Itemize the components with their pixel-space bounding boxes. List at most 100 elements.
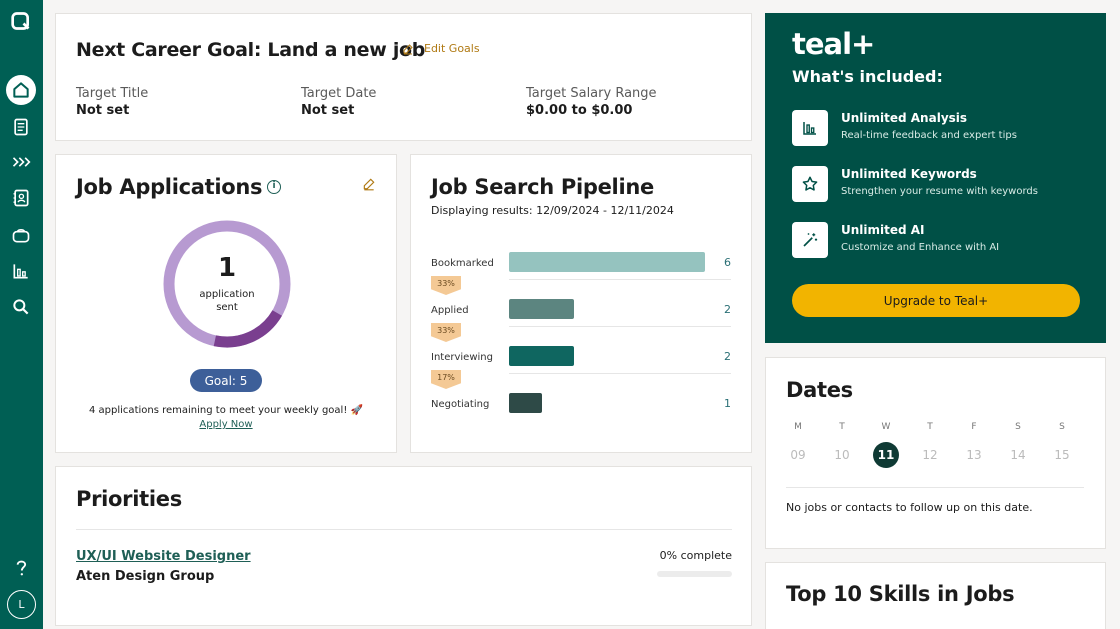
weekday-label: W: [881, 422, 891, 432]
feature-subtitle: Strengthen your resume with keywords: [841, 186, 1038, 197]
magic-wand-icon: [792, 222, 828, 258]
pipeline-divider: [509, 373, 731, 374]
target-date: Target Date Not set: [301, 86, 376, 118]
bar-chart-icon: [792, 110, 828, 146]
applications-donut: [163, 220, 291, 348]
feature-title: Unlimited Analysis: [841, 111, 968, 125]
teal-plus-card: teal+ What's included: Unlimited Analysi…: [765, 13, 1106, 343]
weekday-label: M: [794, 422, 802, 432]
help-icon[interactable]: [8, 555, 34, 581]
applications-count: 1: [217, 253, 237, 283]
teal-logo-text: teal: [792, 27, 852, 61]
calendar-day[interactable]: 15: [1054, 448, 1070, 462]
edit-goals-label: Edit Goals: [424, 42, 480, 55]
calendar-day[interactable]: 11: [873, 442, 899, 468]
pencil-icon: [403, 43, 413, 54]
sidebar: L: [0, 0, 43, 629]
pipeline-stage-label: Interviewing: [431, 352, 493, 363]
target-salary-value: $0.00 to $0.00: [526, 103, 633, 118]
priority-company: Aten Design Group: [76, 569, 215, 584]
conversion-badge: 17%: [431, 370, 461, 389]
divider: [76, 529, 732, 530]
info-icon[interactable]: i: [267, 180, 281, 194]
priority-progress-bar: [657, 571, 732, 577]
pipeline-divider: [509, 326, 731, 327]
search-icon[interactable]: [8, 294, 34, 320]
pipeline-title: Job Search Pipeline: [431, 175, 654, 199]
pipeline-count: 2: [724, 303, 731, 316]
goal-title: Next Career Goal: Land a new job: [76, 39, 426, 61]
pipeline-bar[interactable]: [509, 252, 705, 272]
calendar-day[interactable]: 14: [1010, 448, 1026, 462]
pipeline-count: 6: [724, 256, 731, 269]
count-label-line1: application: [199, 289, 255, 300]
apply-now-link[interactable]: Apply Now: [56, 419, 396, 430]
target-title-value: Not set: [76, 103, 130, 118]
pipeline-bar[interactable]: [509, 346, 574, 366]
pipeline-stage-label: Negotiating: [431, 399, 490, 410]
dates-empty-message: No jobs or contacts to follow up on this…: [786, 501, 1033, 514]
job-applications-title: Job Applications: [76, 175, 263, 199]
job-applications-card: Job Applications i 1 application sent Go…: [55, 154, 397, 453]
pipeline-bar[interactable]: [509, 393, 542, 413]
target-salary-label: Target Salary Range: [526, 86, 657, 101]
teal-plus-logo: teal+: [792, 27, 875, 61]
skills-card: Top 10 Skills in Jobs: [765, 562, 1106, 629]
chevrons-icon[interactable]: [8, 149, 34, 175]
remaining-text: 4 applications remaining to meet your we…: [89, 405, 363, 416]
included-heading: What's included:: [792, 67, 943, 86]
priority-job-link[interactable]: UX/UI Website Designer: [76, 549, 251, 564]
avatar[interactable]: L: [7, 590, 36, 619]
applications-count-label: application sent: [160, 288, 294, 314]
feature-title: Unlimited AI: [841, 223, 925, 237]
target-title: Target Title Not set: [76, 86, 148, 118]
upgrade-button[interactable]: Upgrade to Teal+: [792, 284, 1080, 317]
target-salary: Target Salary Range $0.00 to $0.00: [526, 86, 657, 118]
pipeline-bar[interactable]: [509, 299, 574, 319]
priorities-title: Priorities: [76, 487, 182, 511]
edit-goals-link[interactable]: Edit Goals: [402, 42, 480, 55]
pipeline-card: Job Search Pipeline Displaying results: …: [410, 154, 752, 453]
conversion-badge: 33%: [431, 323, 461, 342]
star-icon: [792, 166, 828, 202]
donut-progress: [163, 220, 291, 348]
feature-subtitle: Customize and Enhance with AI: [841, 242, 1000, 253]
weekday-label: T: [927, 422, 933, 432]
calendar-day[interactable]: 09: [790, 448, 806, 462]
conversion-badge: 33%: [431, 276, 461, 295]
calendar-day[interactable]: 10: [834, 448, 850, 462]
pipeline-count: 2: [724, 350, 731, 363]
pipeline-divider: [509, 279, 731, 280]
teal-logo-icon[interactable]: [8, 8, 34, 34]
target-title-label: Target Title: [76, 86, 149, 101]
calendar-day[interactable]: 13: [966, 448, 982, 462]
pencil-icon[interactable]: [362, 177, 376, 191]
dates-card: Dates M 09 T 10 W 11 T 12 F 13 S 14 S 15 No jobs or c…: [765, 357, 1106, 549]
pipeline-stage-label: Applied: [431, 305, 469, 316]
count-label-line2: sent: [216, 302, 238, 313]
pipeline-stage-label: Bookmarked: [431, 258, 494, 269]
apply-now-label[interactable]: Apply Now: [199, 419, 253, 430]
weekday-label: S: [1059, 422, 1065, 432]
priorities-card: Priorities UX/UI Website Designer Aten D…: [55, 466, 752, 626]
contacts-icon[interactable]: [8, 185, 34, 211]
weekday-label: F: [971, 422, 977, 432]
feature-title: Unlimited Keywords: [841, 167, 977, 181]
weekday-label: T: [839, 422, 845, 432]
chart-icon[interactable]: [8, 258, 34, 284]
pipeline-count: 1: [724, 397, 731, 410]
skills-title: Top 10 Skills in Jobs: [786, 582, 1015, 606]
goal-badge: Goal: 5: [190, 369, 262, 392]
calendar-day[interactable]: 12: [922, 448, 938, 462]
document-icon[interactable]: [8, 114, 34, 140]
career-goal-card: Next Career Goal: Land a new job Edit Go…: [55, 13, 752, 141]
weekday-label: S: [1015, 422, 1021, 432]
target-date-value: Not set: [301, 103, 355, 118]
teal-logo-plus: +: [851, 27, 875, 61]
divider: [786, 487, 1084, 488]
briefcase-icon[interactable]: [8, 222, 34, 248]
target-date-label: Target Date: [301, 86, 377, 101]
pipeline-subtitle: Displaying results: 12/09/2024 - 12/11/2…: [431, 204, 674, 217]
home-icon[interactable]: [6, 75, 36, 105]
feature-subtitle: Real-time feedback and expert tips: [841, 130, 1017, 141]
